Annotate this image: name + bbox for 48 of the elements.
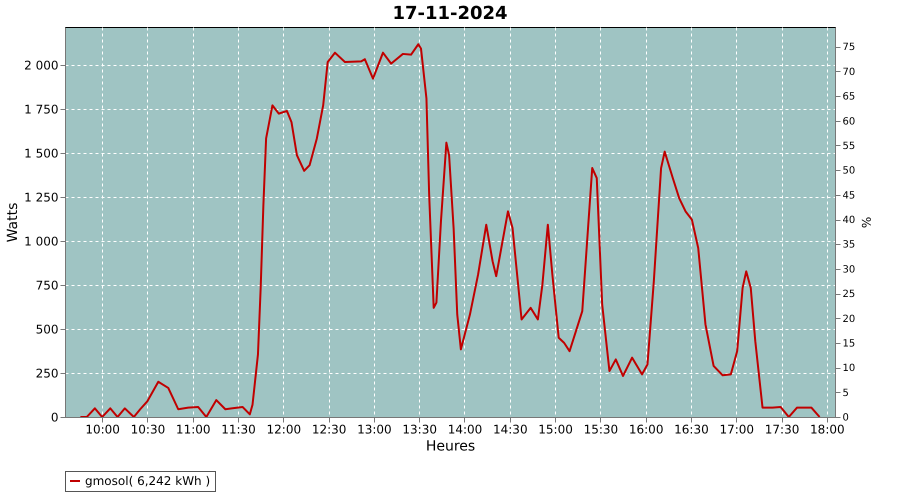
y2-tick-label: 25 (842, 289, 856, 300)
x-tick-label: 18:00 (810, 422, 845, 436)
x-tick-label: 17:30 (764, 422, 800, 436)
y2-tick-label: 50 (842, 166, 856, 177)
x-tick-label: 13:00 (357, 422, 392, 436)
y-tick-label: 500 (36, 322, 58, 336)
y-tick-label: 2 000 (24, 58, 58, 72)
x-tick-label: 13:30 (402, 422, 437, 436)
y2-tick-label: 5 (842, 388, 849, 399)
x-tick-label: 10:30 (130, 422, 166, 436)
x-tick-label: 14:00 (448, 422, 482, 436)
x-tick-label: 12:00 (266, 422, 302, 436)
y-tick-label: 250 (36, 366, 58, 380)
x-tick-label: 15:00 (538, 422, 573, 436)
x-tick-label: 10:00 (85, 422, 120, 436)
y2-tick-label: 15 (842, 338, 856, 350)
y2-tick-label: 0 (842, 412, 849, 424)
x-tick-label: 16:30 (674, 422, 709, 436)
x-axis-title: Heures (426, 438, 476, 454)
x-tick-label: 11:00 (176, 422, 211, 436)
y2-tick-label: 10 (842, 363, 856, 374)
y2-tick-label: 30 (842, 264, 856, 276)
line-series (79, 43, 821, 417)
y-tick-label: 1 750 (24, 102, 58, 116)
x-tick-label: 11:30 (221, 422, 256, 436)
y2-tick-label: 35 (842, 240, 856, 251)
y2-tick-label: 45 (842, 190, 856, 202)
x-tick-label: 15:30 (584, 422, 618, 436)
y-tick-label: 1 250 (24, 190, 58, 204)
y-tick-label: 0 (50, 410, 58, 424)
y2-tick-label: 70 (842, 66, 856, 78)
y2-tick-label: 20 (842, 314, 856, 325)
y-tick-label: 750 (36, 278, 58, 292)
x-tick-label: 16:00 (628, 422, 664, 436)
y2-tick-label: 40 (842, 215, 856, 226)
x-tick-label: 17:00 (719, 422, 754, 436)
y2-tick-label: 60 (842, 116, 856, 128)
y2-axis-title: % (859, 216, 874, 228)
y-axis-title: Watts (5, 202, 22, 242)
y-tick-label: 1 000 (24, 234, 58, 248)
y2-tick-label: 75 (842, 42, 856, 54)
y2-tick-label: 55 (842, 140, 856, 152)
chart-title: 17-11-2024 (392, 3, 508, 24)
x-tick-label: 14:30 (492, 422, 528, 436)
y-tick-label: 1 500 (24, 146, 58, 160)
x-tick-label: 12:30 (312, 422, 346, 436)
legend-label: gmosol( 6,242 kWh ) (85, 474, 210, 488)
y2-tick-label: 65 (842, 92, 856, 103)
